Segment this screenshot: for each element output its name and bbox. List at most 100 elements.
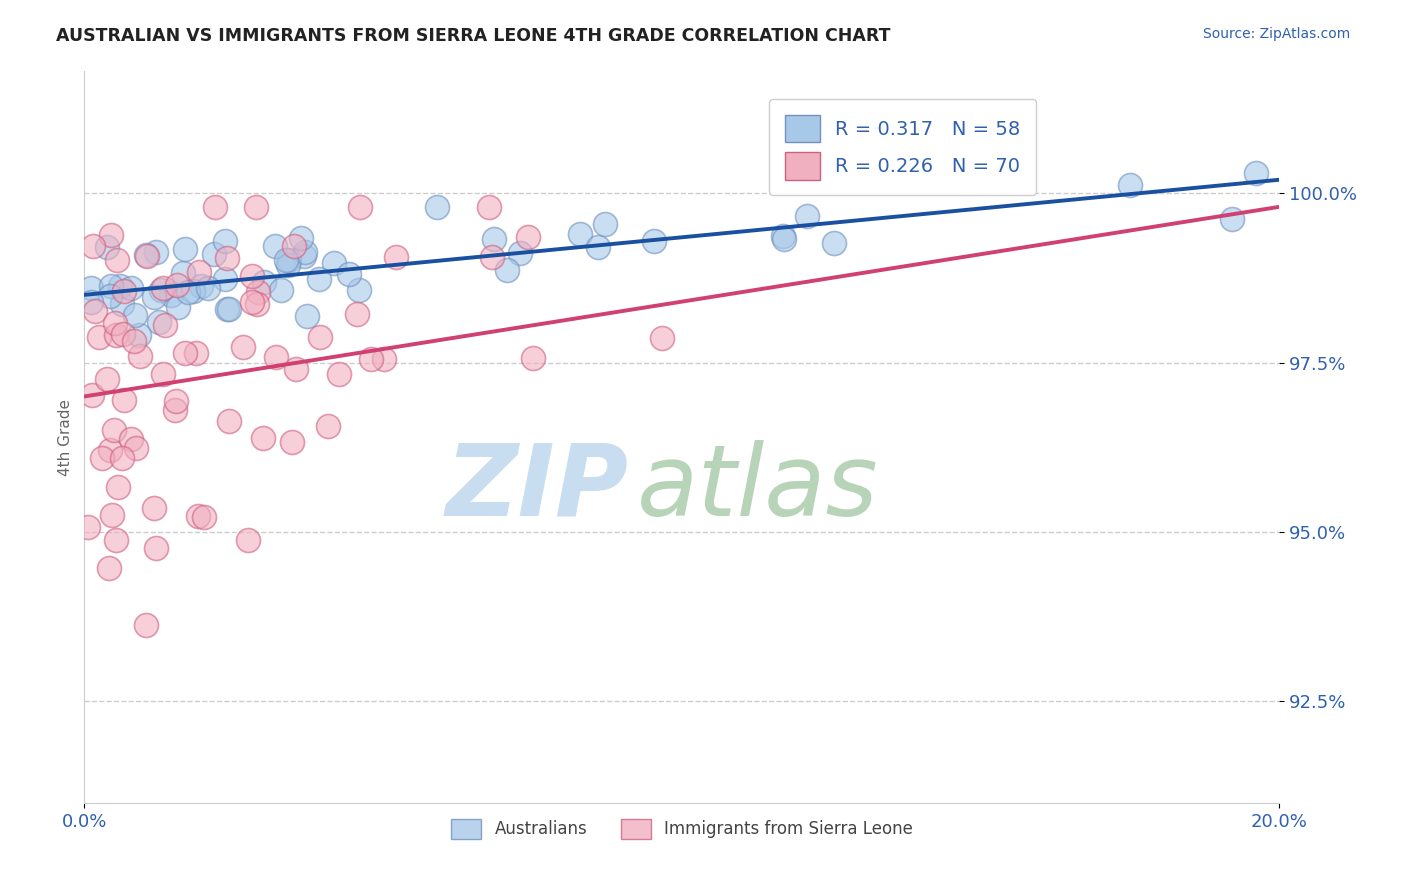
Point: [215, 251, 238, 265]
Point: [214, 272, 236, 286]
Point: [98, 288, 121, 302]
Point: [309, 329, 332, 343]
Point: [107, 481, 129, 495]
Point: [111, 451, 134, 466]
Point: [322, 256, 344, 270]
Point: [143, 500, 166, 515]
Point: [96, 240, 118, 254]
Point: [124, 308, 146, 322]
Point: [105, 327, 128, 342]
Point: [96, 372, 118, 386]
Point: [772, 228, 794, 243]
Point: [643, 235, 665, 249]
Point: [120, 432, 142, 446]
Point: [184, 345, 207, 359]
Point: [516, 229, 538, 244]
Point: [82, 239, 104, 253]
Legend: Australians, Immigrants from Sierra Leone: Australians, Immigrants from Sierra Leon…: [444, 812, 920, 846]
Point: [215, 302, 238, 317]
Point: [568, 227, 591, 241]
Point: [360, 352, 382, 367]
Point: [240, 294, 263, 309]
Point: [145, 245, 167, 260]
Point: [122, 334, 145, 349]
Point: [153, 318, 176, 333]
Point: [509, 246, 531, 260]
Point: [218, 301, 240, 316]
Point: [101, 508, 124, 522]
Point: [478, 200, 501, 214]
Point: [125, 441, 148, 455]
Point: [80, 388, 103, 402]
Point: [150, 283, 173, 297]
Point: [796, 210, 818, 224]
Point: [83, 304, 105, 318]
Point: [276, 252, 298, 267]
Point: [204, 200, 226, 214]
Point: [104, 533, 127, 547]
Point: [308, 272, 330, 286]
Point: [264, 239, 287, 253]
Point: [112, 392, 135, 407]
Point: [295, 309, 318, 323]
Point: [100, 443, 122, 458]
Point: [79, 294, 101, 309]
Point: [238, 533, 260, 547]
Point: [166, 278, 188, 293]
Point: [120, 281, 142, 295]
Point: [772, 232, 794, 246]
Point: [128, 349, 150, 363]
Point: [187, 265, 209, 279]
Point: [253, 275, 276, 289]
Text: Source: ZipAtlas.com: Source: ZipAtlas.com: [1202, 27, 1350, 41]
Text: atlas: atlas: [637, 440, 879, 537]
Point: [1244, 166, 1267, 180]
Point: [252, 431, 274, 445]
Point: [104, 316, 127, 330]
Point: [285, 362, 308, 376]
Point: [128, 327, 150, 342]
Point: [100, 228, 122, 243]
Point: [278, 252, 301, 267]
Point: [160, 288, 183, 302]
Point: [270, 283, 292, 297]
Point: [80, 281, 103, 295]
Point: [197, 281, 219, 295]
Point: [218, 414, 240, 428]
Point: [193, 510, 215, 524]
Point: [482, 232, 505, 246]
Point: [135, 617, 157, 632]
Point: [152, 367, 174, 381]
Point: [247, 285, 270, 299]
Y-axis label: 4th Grade: 4th Grade: [58, 399, 73, 475]
Point: [181, 285, 204, 299]
Point: [163, 403, 186, 417]
Point: [328, 367, 350, 381]
Point: [167, 300, 190, 314]
Point: [246, 297, 269, 311]
Point: [142, 290, 165, 304]
Point: [100, 279, 122, 293]
Point: [281, 434, 304, 449]
Point: [346, 307, 368, 321]
Point: [214, 234, 236, 248]
Point: [165, 393, 187, 408]
Text: AUSTRALIAN VS IMMIGRANTS FROM SIERRA LEONE 4TH GRADE CORRELATION CHART: AUSTRALIAN VS IMMIGRANTS FROM SIERRA LEO…: [56, 27, 891, 45]
Point: [292, 249, 315, 263]
Point: [373, 352, 395, 367]
Point: [347, 283, 370, 297]
Point: [232, 340, 254, 354]
Point: [174, 243, 197, 257]
Point: [90, 450, 112, 465]
Point: [105, 253, 128, 268]
Point: [112, 284, 135, 298]
Point: [245, 200, 267, 214]
Point: [1220, 211, 1243, 226]
Point: [202, 247, 225, 261]
Point: [190, 278, 212, 293]
Point: [316, 418, 339, 433]
Point: [77, 520, 100, 534]
Point: [111, 296, 134, 310]
Point: [172, 267, 194, 281]
Point: [89, 330, 111, 344]
